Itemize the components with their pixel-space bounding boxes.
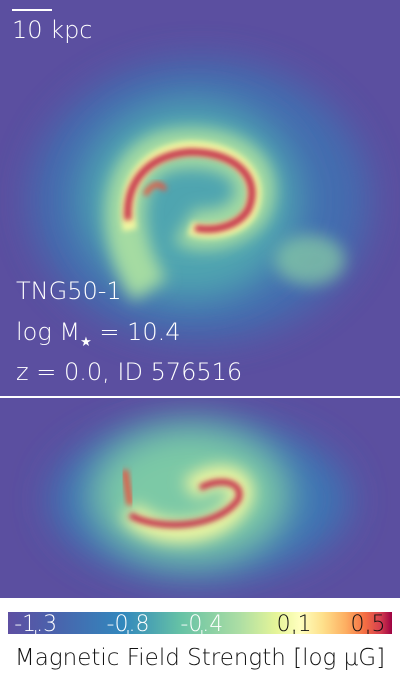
- colorbar-tick-label: -1.3: [14, 612, 57, 637]
- face-on-panel: [0, 0, 400, 396]
- colorbar-tick-label: 0.5: [351, 612, 386, 637]
- colorbar-tick-label: -0.8: [107, 612, 150, 637]
- scale-label: 10 kpc: [12, 16, 93, 44]
- colorbar-tick-label: -0.4: [180, 612, 223, 637]
- edge-on-panel: [0, 398, 400, 598]
- mass-subscript: ★: [80, 335, 92, 350]
- colorbar: [8, 612, 392, 634]
- colorbar-label: Magnetic Field Strength [log μG]: [15, 645, 385, 671]
- mass-label: log M★ = 10.4: [16, 318, 181, 350]
- mass-prefix: log M: [16, 318, 80, 346]
- mass-value: = 10.4: [92, 318, 181, 346]
- snapshot-label: z = 0.0, ID 576516: [16, 358, 242, 386]
- colorbar-tick-label: 0.1: [277, 612, 312, 637]
- simulation-label: TNG50-1: [16, 277, 122, 305]
